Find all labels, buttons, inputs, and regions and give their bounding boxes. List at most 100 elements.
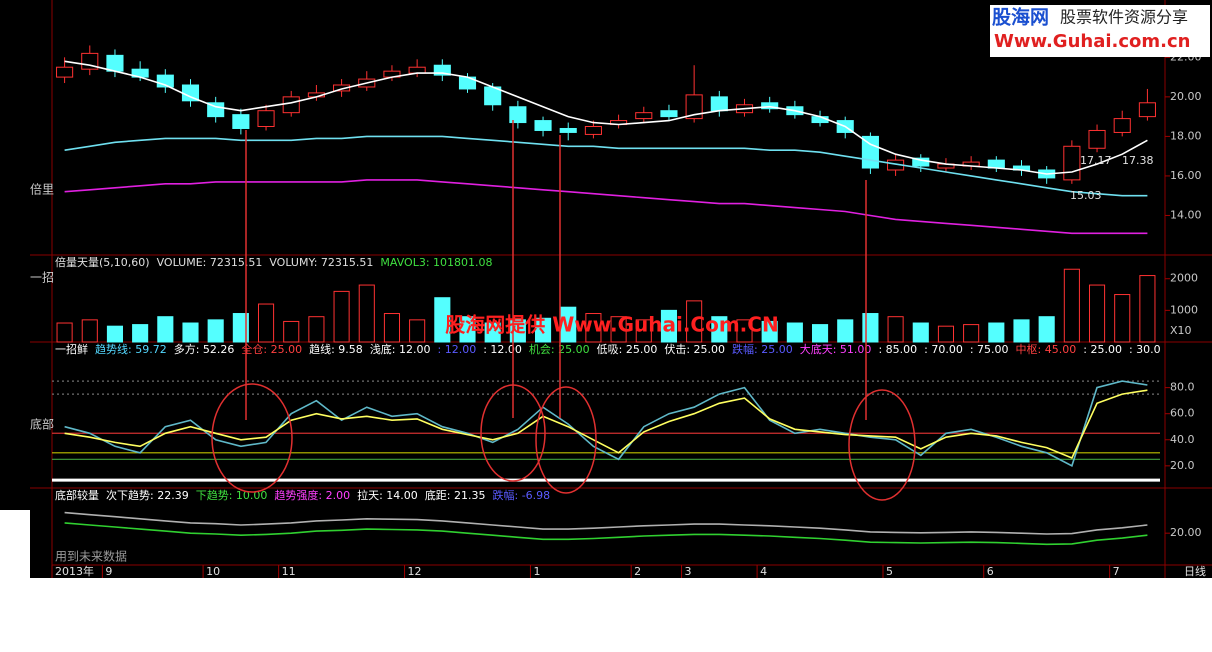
x-tick-label: 10	[206, 565, 220, 578]
indicator-label: : 70.00	[924, 343, 963, 356]
candle-body	[1113, 118, 1131, 133]
overlay-text: 股海网提供 Www.Guhai.Com.CN	[445, 313, 778, 337]
volume-bar	[56, 322, 73, 343]
x-tick-label: 1	[533, 565, 540, 578]
volume-bar	[937, 325, 955, 343]
volume-bar	[887, 316, 904, 343]
price-annotation: 17.38	[1122, 154, 1154, 167]
candle-body	[1088, 129, 1106, 149]
period-label: 日线	[1184, 564, 1206, 578]
indicator-label: 大底天: 51.00	[800, 342, 872, 356]
y-tick-label: 20.00	[1170, 526, 1202, 539]
volume-bar	[635, 319, 652, 343]
left-blank	[0, 510, 30, 578]
candle-body	[1063, 145, 1081, 181]
volume-bar	[308, 316, 325, 343]
indicator-label: : 12.00	[438, 343, 477, 356]
left-label: 底部	[30, 417, 54, 432]
watermark-title: 股海网	[992, 6, 1049, 29]
indicator-label: : 75.00	[970, 343, 1009, 356]
candle-body	[282, 96, 300, 114]
volume-bar	[409, 319, 426, 343]
indicator-label: 浅底: 12.00	[370, 342, 431, 356]
indicator-label: 趋势线: 59.72	[95, 342, 167, 356]
indicator-line	[64, 522, 1148, 546]
indicator-label: : 12.00	[483, 343, 522, 356]
volume-bar	[132, 324, 149, 343]
volume-bar	[283, 320, 300, 343]
y-tick-label: 14.00	[1170, 208, 1202, 221]
indicator-label: 底部较量	[55, 488, 99, 502]
indicator-label: 伏击: 25.00	[664, 342, 725, 356]
volume-bar	[257, 303, 275, 343]
x-tick-label: 4	[760, 565, 767, 578]
indicator-label: 倍量天量(5,10,60)	[55, 255, 150, 269]
candle-body	[584, 126, 602, 135]
indicator-label: 跌幅: -6.98	[493, 488, 551, 502]
volume-bar	[157, 316, 174, 343]
volume-bar	[837, 319, 854, 343]
volume-bar	[81, 319, 98, 343]
indicator-label: 低吸: 25.00	[597, 343, 658, 356]
volume-bar	[484, 322, 501, 343]
volume-bar	[736, 319, 753, 343]
indicator-label: MAVOL3: 101801.08	[380, 256, 492, 269]
candle-body	[635, 112, 653, 120]
x-tick-label: 5	[886, 565, 893, 578]
left-label: 一招	[30, 271, 54, 285]
indicator-line	[64, 135, 1148, 197]
candle-body	[232, 114, 250, 129]
x-tick-label: 2	[634, 565, 641, 578]
volume-bar	[534, 317, 552, 343]
watermark-url: Www.Guhai.com.cn	[994, 31, 1190, 52]
x-tick-label: 2013年	[55, 564, 94, 578]
indicator-line	[64, 511, 1148, 535]
volume-bar	[610, 316, 627, 343]
watermark-box	[990, 5, 1210, 57]
indicator-label: 拉天: 14.00	[357, 488, 418, 502]
candle-body	[106, 54, 124, 72]
indicator-label: 趋势强度: 2.00	[274, 488, 350, 502]
volume-bar	[383, 313, 401, 343]
volume-bar	[963, 324, 980, 343]
volume-bar	[106, 325, 124, 343]
candle-body	[685, 94, 703, 120]
y-tick-label: 18.00	[1170, 129, 1202, 142]
candle-body	[156, 74, 174, 88]
x-tick-label: 9	[105, 565, 112, 578]
y-tick-label: 16.00	[1170, 169, 1202, 182]
volume-bar	[1088, 284, 1106, 343]
candle-body	[56, 66, 74, 78]
x-tick-label: 3	[685, 565, 692, 578]
candle-body	[710, 96, 728, 112]
candle-body	[333, 84, 351, 92]
unit-label: X10	[1170, 324, 1192, 337]
indicator-line	[64, 60, 1148, 175]
watermark-subtitle: 股票软件资源分享	[1060, 8, 1188, 27]
volume-bar	[358, 284, 375, 343]
candle-body	[509, 106, 527, 124]
volume-bar	[182, 322, 199, 343]
indicator-label: 全仓: 25.00	[241, 342, 302, 356]
indicator-label: 中枢: 45.00	[1016, 342, 1077, 356]
indicator-label: VOLUMY: 72315.51	[269, 256, 373, 269]
volume-bar	[434, 297, 451, 343]
candle-body	[433, 64, 451, 76]
candle-body	[207, 102, 225, 118]
volume-bar	[811, 324, 829, 343]
volume-bar	[585, 313, 602, 343]
candle-body	[534, 120, 552, 131]
indicator-label: 多方: 52.26	[174, 342, 235, 356]
volume-bar	[509, 319, 526, 343]
volume-bar	[1038, 316, 1055, 343]
candle-body	[408, 66, 426, 74]
volume-bar	[786, 322, 803, 343]
candle-body	[761, 102, 779, 110]
y-tick-label: 80.0	[1170, 381, 1195, 394]
indicator-line	[64, 380, 1148, 467]
volume-bar	[1139, 275, 1156, 343]
indicator-label: VOLUME: 72315.51	[157, 256, 263, 269]
volume-bar	[333, 290, 350, 343]
